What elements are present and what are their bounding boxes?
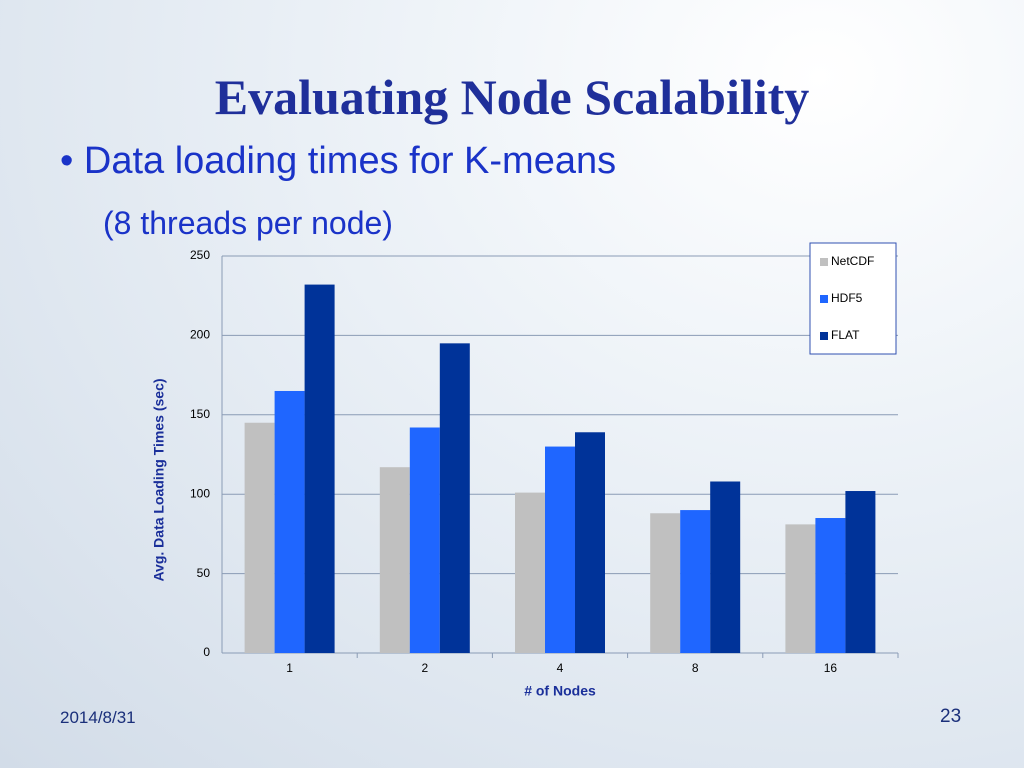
x-tick-label: 16: [824, 661, 838, 675]
bar: [845, 491, 876, 653]
x-tick-label: 4: [557, 661, 564, 675]
bar: [545, 446, 575, 653]
bar: [439, 343, 470, 653]
legend-label: FLAT: [831, 328, 860, 342]
bar: [304, 284, 335, 653]
bar: [379, 467, 410, 653]
bullet: • Data loading times for K-means: [60, 140, 617, 182]
y-tick-label: 250: [190, 248, 210, 262]
bar: [650, 513, 681, 653]
x-axis-label: # of Nodes: [524, 683, 596, 699]
y-tick-label: 100: [190, 486, 210, 500]
legend-label: HDF5: [831, 291, 863, 305]
y-axis-label: Avg. Data Loading Times (sec): [151, 378, 167, 581]
y-tick-label: 50: [197, 566, 211, 580]
slide-date: 2014/8/31: [60, 708, 136, 727]
bar: [575, 432, 605, 653]
legend-swatch: [820, 295, 828, 303]
legend-swatch: [820, 332, 828, 340]
bar: [785, 524, 816, 653]
legend-swatch: [820, 258, 828, 266]
y-tick-label: 150: [190, 407, 210, 421]
x-tick-label: 2: [421, 661, 428, 675]
slide-title: Evaluating Node Scalability: [214, 69, 810, 125]
bar: [244, 422, 275, 653]
x-tick-label: 1: [286, 661, 293, 675]
sub-bullet: (8 threads per node): [103, 205, 393, 241]
bar: [274, 390, 305, 653]
y-tick-label: 200: [190, 328, 210, 342]
bar: [815, 518, 846, 653]
bar: [680, 510, 711, 653]
bar: [515, 492, 545, 653]
bar: [710, 481, 741, 653]
legend-label: NetCDF: [831, 254, 874, 268]
y-tick-label: 0: [203, 645, 210, 659]
page-number: 23: [940, 706, 962, 727]
bar: [409, 427, 440, 653]
bullet-text: Data loading times for K-means: [83, 140, 617, 182]
x-tick-label: 8: [692, 661, 699, 675]
